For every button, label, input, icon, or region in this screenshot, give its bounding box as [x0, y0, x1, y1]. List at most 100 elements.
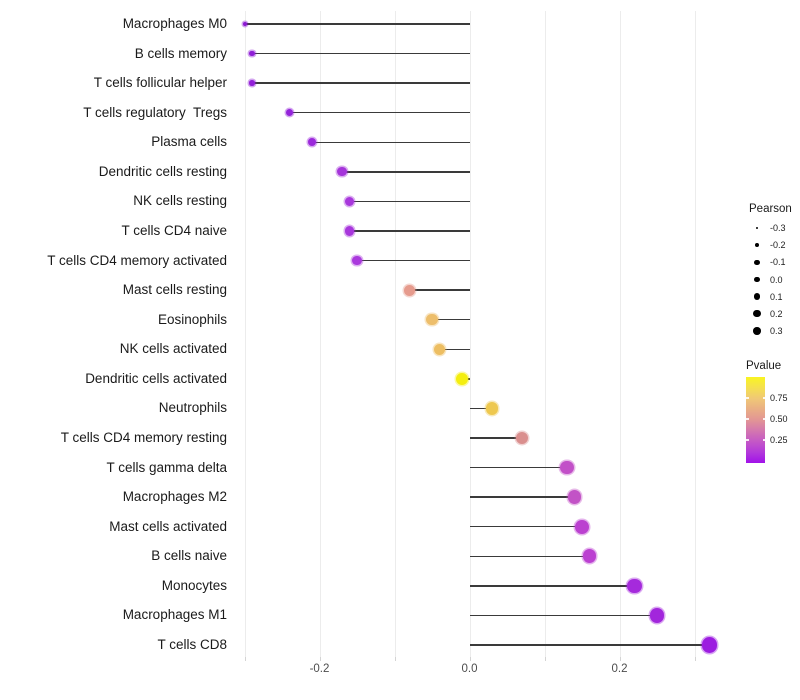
- y-axis-label: Mast cells activated: [109, 518, 227, 534]
- pearson-legend-dot: [754, 276, 760, 283]
- y-axis-label: Macrophages M0: [122, 16, 227, 31]
- y-axis-label: Dendritic cells resting: [98, 163, 227, 179]
- pearson-legend-value: 0.1: [770, 291, 783, 302]
- colorbar-tick: [762, 397, 766, 399]
- gridline-x-0.1: [544, 11, 546, 657]
- y-axis-label: Neutrophils: [158, 400, 227, 416]
- y-axis-label: T cells regulatory Tregs: [83, 104, 227, 120]
- x-axis-tick-label: -0.2: [309, 663, 330, 675]
- y-axis-label: B cells memory: [134, 45, 227, 61]
- lollipop-dot: [627, 578, 642, 594]
- pearson-legend-dot: [753, 327, 761, 335]
- pearson-legend-value: 0.3: [770, 326, 783, 337]
- lollipop-stem: [409, 289, 470, 291]
- lollipop-dot: [242, 22, 247, 26]
- lollipop-stem: [469, 407, 492, 410]
- y-axis-label: T cells CD4 naive: [121, 222, 227, 238]
- pearson-legend-value: -0.3: [770, 223, 786, 233]
- y-axis-label: Macrophages M2: [122, 489, 227, 505]
- colorbar-tick: [762, 418, 766, 420]
- gridline-x-0.2: [619, 11, 621, 657]
- gridline-x--0.3: [244, 11, 246, 657]
- lollipop-stem: [469, 466, 567, 469]
- colorbar-tick: [762, 439, 766, 441]
- lollipop-stem: [469, 437, 522, 439]
- pvalue-legend-value: 0.75: [770, 393, 788, 403]
- pearson-legend-dot: [753, 293, 761, 300]
- y-axis-label: Macrophages M1: [122, 607, 227, 623]
- gridline-x--0.2: [319, 11, 321, 657]
- pearson-legend-value: 0.0: [770, 274, 783, 285]
- x-axis-tick-label: 0.2: [611, 663, 628, 675]
- lollipop-dot: [337, 167, 347, 177]
- lollipop-dot: [307, 138, 317, 147]
- x-axis-tick: [694, 657, 696, 661]
- pvalue-colorbar: [746, 377, 765, 463]
- lollipop-stem: [312, 141, 470, 144]
- lollipop-dot: [575, 519, 589, 534]
- lollipop-stem: [357, 259, 470, 262]
- y-axis-label: T cells CD4 memory activated: [47, 252, 227, 268]
- lollipop-dot: [515, 431, 529, 445]
- y-axis-label: Dendritic cells activated: [85, 370, 227, 386]
- x-axis-tick: [319, 657, 321, 661]
- plot-panel: [237, 11, 737, 657]
- y-axis-label: NK cells resting: [133, 193, 227, 209]
- lollipop-stem: [289, 111, 470, 114]
- y-axis-label: Eosinophils: [157, 311, 227, 327]
- lollipop-stem: [244, 23, 470, 25]
- lollipop-dot: [344, 196, 355, 207]
- lollipop-stem: [469, 614, 657, 617]
- pearson-legend-dot: [754, 243, 760, 248]
- pearson-legend-dot: [754, 259, 760, 265]
- colorbar-tick: [746, 418, 749, 420]
- pvalue-legend-title: Pvalue: [746, 360, 782, 372]
- gridline-x--0.1: [394, 11, 396, 657]
- lollipop-stem: [439, 348, 470, 351]
- lollipop-dot: [485, 402, 499, 415]
- pearson-legend-dot: [756, 227, 758, 229]
- x-axis-tick: [469, 657, 471, 661]
- pearson-legend-value: -0.2: [770, 240, 786, 251]
- pearson-legend-dot: [753, 310, 761, 318]
- pearson-legend-value: -0.1: [770, 257, 786, 268]
- lollipop-stem: [469, 555, 590, 558]
- y-axis-label: T cells gamma delta: [106, 459, 227, 475]
- x-axis-tick: [619, 657, 621, 661]
- lollipop-dot: [433, 343, 446, 355]
- lollipop-dot: [285, 108, 294, 117]
- lollipop-dot: [567, 490, 582, 504]
- lollipop-dot: [249, 80, 255, 86]
- lollipop-dot: [701, 637, 718, 653]
- lollipop-stem: [469, 585, 635, 587]
- lollipop-dot: [426, 314, 438, 326]
- lollipop-stem: [469, 644, 710, 646]
- gridline-x-0.3: [694, 11, 696, 657]
- lollipop-dot: [249, 50, 255, 57]
- y-axis-label: T cells CD4 memory resting: [60, 429, 227, 445]
- x-axis-tick: [544, 657, 546, 661]
- colorbar-tick: [746, 439, 749, 441]
- lollipop-stem: [469, 496, 575, 498]
- lollipop-stem: [252, 82, 470, 84]
- y-axis-label: T cells CD8: [157, 636, 227, 652]
- y-axis-label: B cells naive: [151, 548, 227, 564]
- lollipop-dot: [352, 255, 362, 266]
- lollipop-stem: [469, 525, 582, 528]
- lollipop-dot: [404, 284, 415, 296]
- y-axis-label: Monocytes: [161, 577, 227, 593]
- gridline-x-0: [469, 11, 471, 657]
- pvalue-legend-value: 0.50: [770, 414, 788, 424]
- lollipop-dot: [344, 226, 355, 236]
- y-axis-label: T cells follicular helper: [93, 75, 227, 91]
- lollipop-stem: [252, 52, 470, 55]
- pearson-legend-value: 0.2: [770, 308, 783, 319]
- y-axis-label: Plasma cells: [151, 134, 227, 150]
- y-axis-label: Mast cells resting: [122, 282, 227, 298]
- x-axis-tick-label: 0.0: [461, 663, 478, 675]
- lollipop-dot: [456, 372, 468, 385]
- lollipop-stem: [349, 200, 470, 203]
- lollipop-stem: [342, 171, 470, 173]
- colorbar-tick: [746, 397, 749, 399]
